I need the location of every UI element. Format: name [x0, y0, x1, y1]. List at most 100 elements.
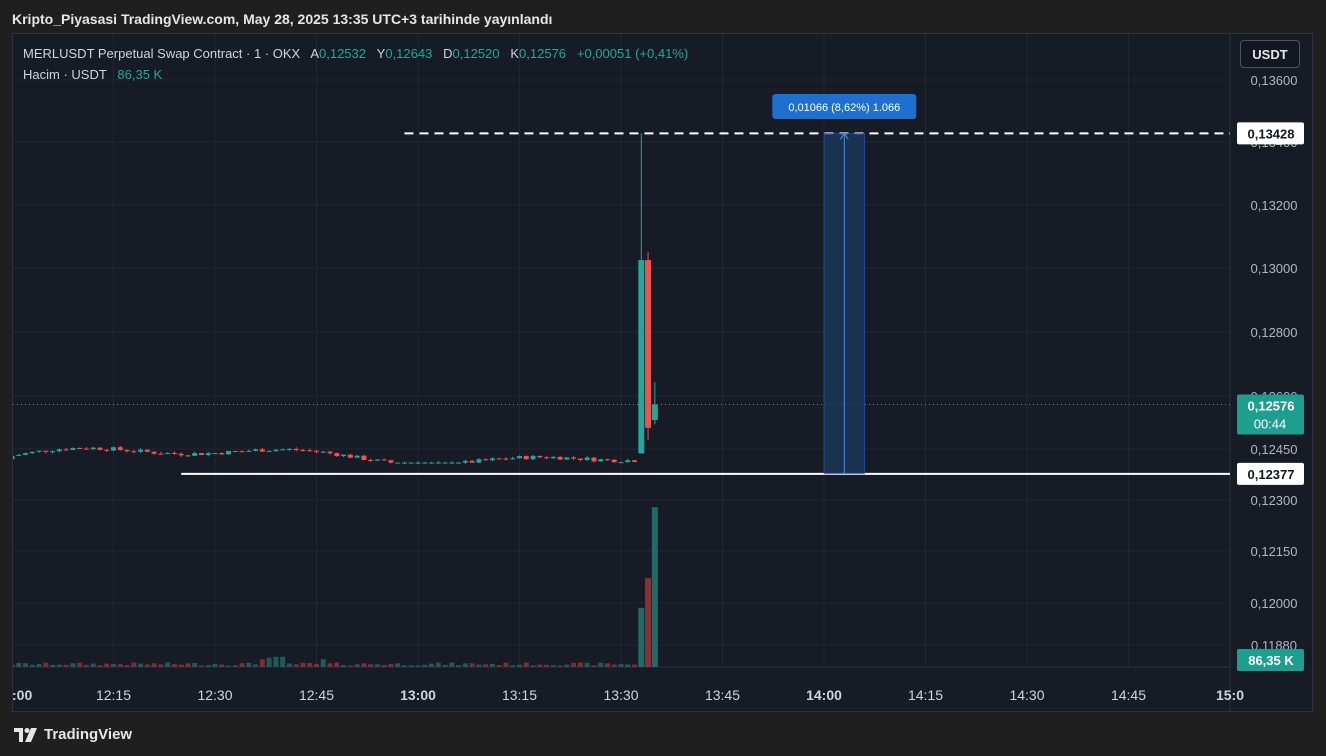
volume-bar — [246, 662, 252, 667]
candle-body — [374, 459, 380, 461]
candle-body — [523, 456, 529, 460]
candle-body — [253, 449, 259, 451]
volume-bar — [523, 662, 529, 667]
candle-body — [347, 454, 353, 458]
price-badge: 0,12377 — [1237, 462, 1304, 485]
candle-body — [124, 449, 130, 452]
volume-bar — [97, 665, 103, 667]
volume-bar — [185, 663, 191, 667]
volume-bar — [16, 662, 22, 667]
tradingview-logo-icon — [14, 727, 37, 742]
candle-body — [476, 459, 482, 463]
volume-bar — [77, 662, 83, 667]
volume-bar — [334, 662, 340, 667]
price-badge-label: 0,13428 — [1248, 126, 1295, 141]
candle-body — [442, 462, 448, 464]
candle-body — [219, 453, 225, 455]
volume-title[interactable]: Hacim · USDT — [23, 67, 107, 82]
currency-button[interactable]: USDT — [1240, 40, 1300, 68]
price-axis-label: 0,12150 — [1251, 544, 1298, 559]
volume-value: 86,35 K — [117, 67, 163, 82]
volume-bar — [293, 664, 299, 667]
candle-body — [226, 450, 232, 455]
volume-bar — [604, 663, 610, 667]
volume-bar — [219, 664, 225, 667]
candle-body — [611, 459, 617, 463]
open-value: 0,12532 — [319, 46, 366, 61]
measure-tooltip-text: 0,01066 (8,62%) 1.066 — [788, 102, 900, 114]
price-axis-label: 0,13200 — [1251, 198, 1298, 213]
volume-bar — [239, 663, 245, 667]
tradingview-logo[interactable]: TradingView — [14, 726, 132, 743]
publish-header: Kripto_Piyasasi TradingView.com, May 28,… — [12, 11, 553, 27]
candle-body — [550, 456, 556, 459]
symbol-label[interactable]: MERLUSDT Perpetual Swap Contract · 1 · O… — [23, 46, 301, 61]
candle-body — [604, 459, 610, 461]
volume-bar — [314, 663, 319, 667]
volume-bar — [435, 662, 441, 667]
candle-body — [293, 448, 299, 451]
volume-bar — [469, 663, 475, 667]
candle-body — [327, 451, 333, 454]
candle-body — [530, 455, 536, 460]
candle-body — [171, 452, 177, 454]
price-badge-box — [1237, 649, 1304, 671]
grid-lines — [13, 34, 1231, 667]
candle-body — [111, 447, 116, 451]
volume-bar — [266, 657, 272, 667]
candle-body — [401, 462, 407, 464]
candle-body — [50, 451, 56, 453]
volume-bar — [422, 664, 428, 667]
candle-body — [77, 448, 83, 450]
chart-canvas[interactable]: 0,136000,134000,132000,130000,128000,126… — [13, 34, 1312, 711]
volume-bar — [550, 665, 556, 667]
volume-bar — [286, 663, 292, 667]
volume-bar — [564, 664, 570, 667]
high-label: Y — [376, 46, 386, 61]
volume-bar — [449, 662, 455, 667]
volume-bar — [611, 664, 617, 667]
volume-bar — [632, 664, 638, 667]
candle-body — [632, 460, 638, 462]
candle-body — [138, 449, 144, 452]
volume-bar — [124, 665, 130, 667]
candle-body — [496, 458, 502, 460]
volume-bar — [63, 664, 69, 667]
candle-body — [557, 456, 563, 460]
price-badge-label: 86,35 K — [1248, 653, 1294, 668]
volume-bar — [307, 663, 313, 667]
volume-bar — [408, 665, 414, 667]
price-badge-label: 0,12377 — [1248, 467, 1295, 482]
candle-body — [212, 453, 218, 455]
price-badge-label: 0,12576 — [1248, 398, 1295, 413]
candle-body — [97, 447, 103, 450]
volume-bar — [503, 662, 509, 667]
candle-body — [56, 449, 62, 452]
volume-legend: Hacim · USDT 86,35 K — [23, 67, 162, 82]
volume-bar — [510, 665, 516, 667]
candle-body — [307, 450, 313, 452]
candle-body — [368, 460, 374, 462]
candle-body — [503, 458, 509, 460]
candle-body — [618, 462, 624, 464]
candle-body — [16, 454, 22, 456]
candle-body — [361, 455, 367, 461]
candle-body — [314, 450, 319, 452]
candle-body — [131, 451, 137, 453]
candle-body — [205, 453, 211, 455]
price-badge-countdown: 00:44 — [1254, 416, 1287, 431]
candle-body — [435, 462, 441, 464]
volume-bar — [320, 659, 326, 667]
volume-bar — [544, 664, 550, 667]
ohlc-legend: MERLUSDT Perpetual Swap Contract · 1 · O… — [23, 46, 688, 61]
volume-bar — [212, 664, 218, 667]
chart-panel[interactable]: 0,136000,134000,132000,130000,128000,126… — [12, 33, 1313, 712]
volume-bar — [374, 664, 380, 667]
volume-bar — [645, 578, 652, 667]
candle-body — [178, 453, 184, 456]
volume-bar — [361, 663, 367, 667]
low-value: 0,12520 — [452, 46, 500, 61]
volume-bar — [300, 662, 306, 667]
candle-body — [185, 455, 191, 457]
close-label: K — [510, 46, 520, 61]
